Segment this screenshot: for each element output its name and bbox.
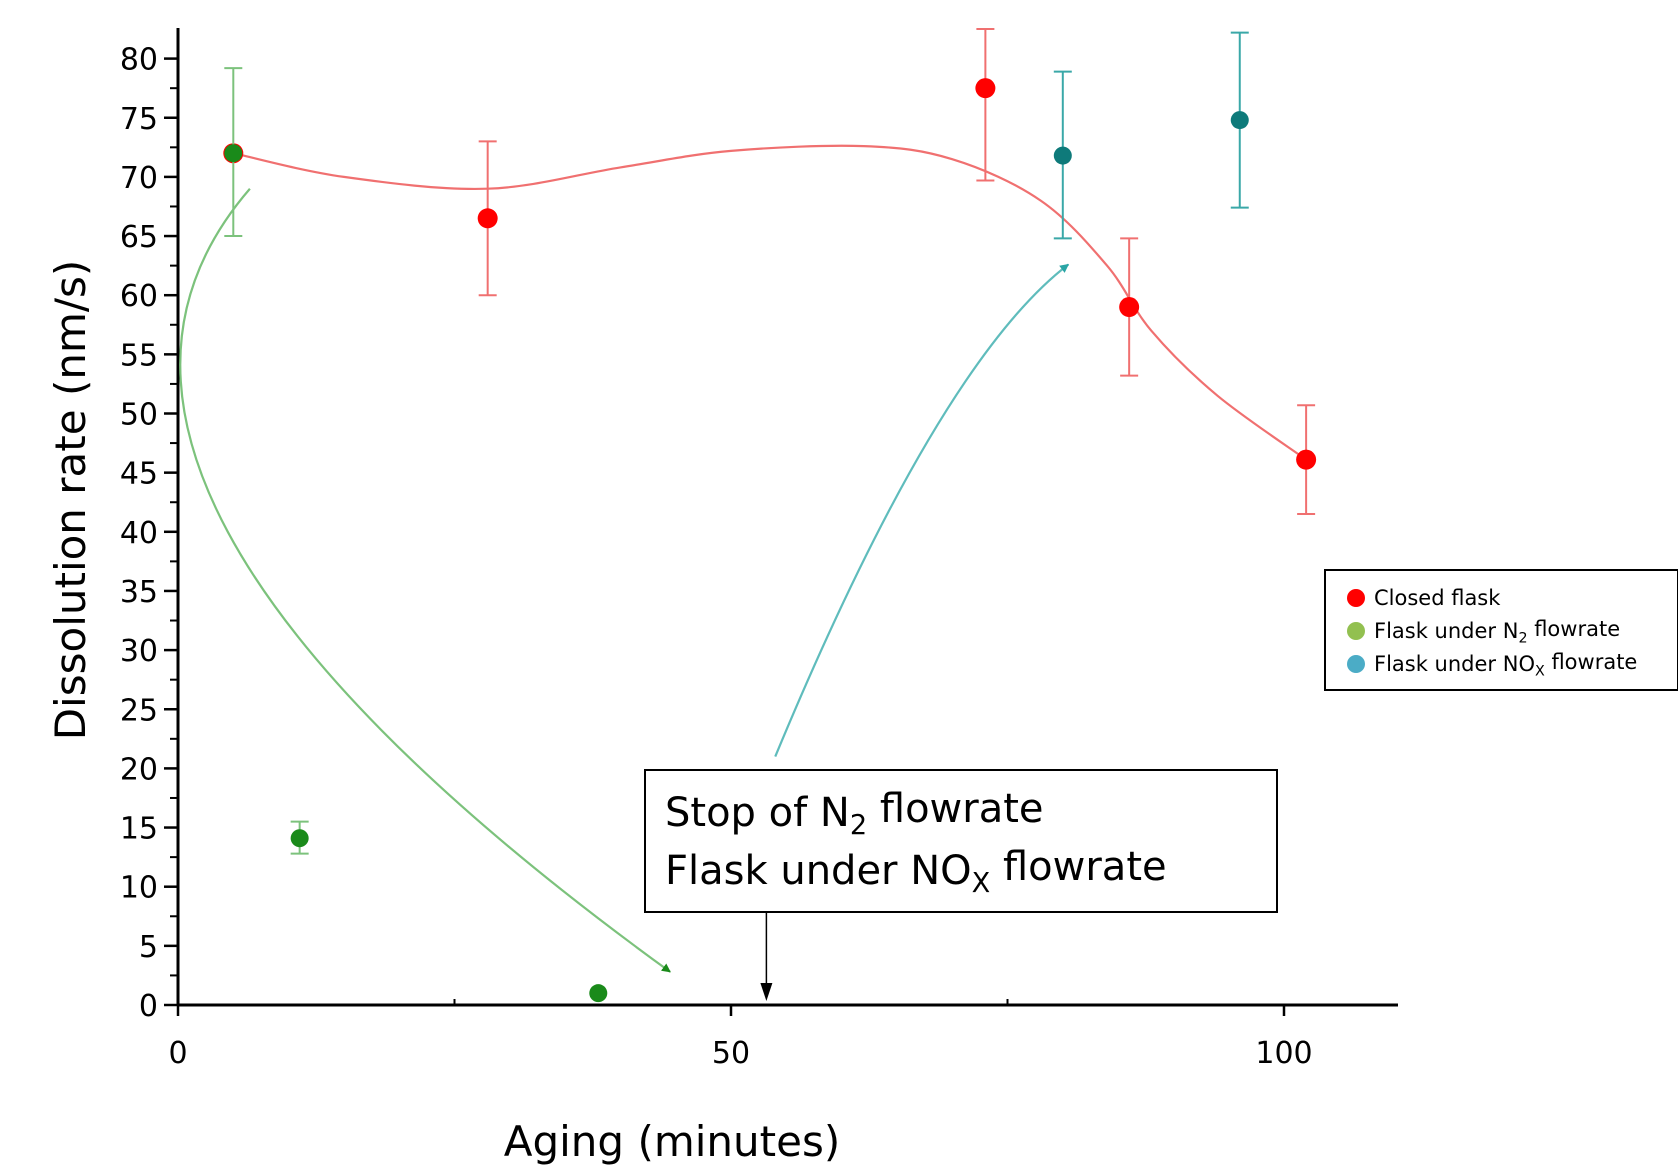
data-point bbox=[1119, 297, 1140, 318]
annotation-line-part: X bbox=[972, 868, 991, 899]
annotation-line-part: 2 bbox=[850, 810, 867, 841]
y-tick-label: 40 bbox=[120, 516, 158, 551]
annotation-line-part: flowrate bbox=[990, 844, 1166, 890]
y-tick-label: 20 bbox=[120, 752, 158, 787]
legend-frame bbox=[1324, 569, 1678, 691]
y-axis-title: Dissolution rate (nm/s) bbox=[46, 260, 95, 741]
legend-entry: Closed flask bbox=[1374, 586, 1501, 610]
annotation-frame bbox=[644, 769, 1278, 913]
annotation-line: Stop of N2 flowrate bbox=[665, 786, 1044, 841]
axes: 0 5 10 15 20 25 30 35 40 45 50 55 60 65 70 75 80 0 50 100 Ag… bbox=[46, 28, 1398, 1166]
annotation-line: Flask under NOX flowrate bbox=[665, 844, 1167, 899]
y-tick-label: 5 bbox=[139, 930, 158, 965]
annotation-line-part: flowrate bbox=[867, 786, 1043, 832]
data-point bbox=[1230, 111, 1249, 130]
legend-entry-part: 2 bbox=[1518, 630, 1527, 646]
y-tick-label: 0 bbox=[139, 989, 158, 1024]
legend-entry-part: flowrate bbox=[1545, 650, 1638, 674]
x-tick-label: 0 bbox=[168, 1036, 187, 1071]
y-tick-label: 25 bbox=[120, 693, 158, 728]
series-1 bbox=[224, 67, 608, 1003]
fit-curve bbox=[233, 144, 1307, 461]
data-point bbox=[290, 829, 309, 848]
legend-entry-part: X bbox=[1535, 663, 1545, 679]
series-0 bbox=[223, 28, 1317, 516]
data-point bbox=[224, 144, 243, 163]
y-tick-label: 10 bbox=[120, 871, 158, 906]
y-tick-label: 65 bbox=[120, 220, 158, 255]
data-point bbox=[477, 208, 498, 229]
y-tick-label: 80 bbox=[120, 43, 158, 78]
x-tick-label: 100 bbox=[1255, 1036, 1312, 1071]
legend-marker bbox=[1347, 655, 1365, 673]
y-tick-label: 55 bbox=[120, 338, 158, 373]
y-tick-label: 75 bbox=[120, 102, 158, 137]
annotation-line-part: Flask under NO bbox=[665, 848, 972, 894]
y-tick-label: 15 bbox=[120, 812, 158, 847]
annotation-pointer-head bbox=[760, 983, 773, 1001]
annotation-arrows bbox=[179, 188, 1070, 973]
annotation-arrow bbox=[774, 263, 1070, 757]
legend-entry-part: Flask under NO bbox=[1374, 652, 1535, 676]
legend-marker bbox=[1347, 589, 1365, 607]
y-tick-label: 45 bbox=[120, 457, 158, 492]
y-tick-label: 70 bbox=[120, 161, 158, 196]
annotation-line-part: Stop of N bbox=[665, 790, 850, 836]
series-2 bbox=[1053, 31, 1249, 240]
x-axis-title: Aging (minutes) bbox=[504, 1117, 840, 1166]
fit-curves bbox=[233, 144, 1307, 461]
legend-entry-part: flowrate bbox=[1528, 617, 1621, 641]
legend-entry-part: Flask under N bbox=[1374, 619, 1518, 643]
data-point bbox=[1296, 449, 1317, 470]
legend-entry-part: Closed flask bbox=[1374, 586, 1501, 610]
legend-entry: Flask under N2 flowrate bbox=[1374, 617, 1620, 646]
y-tick-label: 50 bbox=[120, 398, 158, 433]
legend-marker bbox=[1347, 622, 1365, 640]
data-series bbox=[223, 28, 1317, 1003]
x-tick-label: 50 bbox=[712, 1036, 750, 1071]
data-point bbox=[589, 984, 608, 1003]
y-tick-label: 35 bbox=[120, 575, 158, 610]
annotation-arrow bbox=[179, 188, 671, 973]
y-tick-label: 60 bbox=[120, 279, 158, 314]
legend-entry: Flask under NOX flowrate bbox=[1374, 650, 1637, 679]
y-tick-label: 30 bbox=[120, 634, 158, 669]
data-point bbox=[1053, 146, 1072, 165]
data-point bbox=[975, 78, 996, 99]
